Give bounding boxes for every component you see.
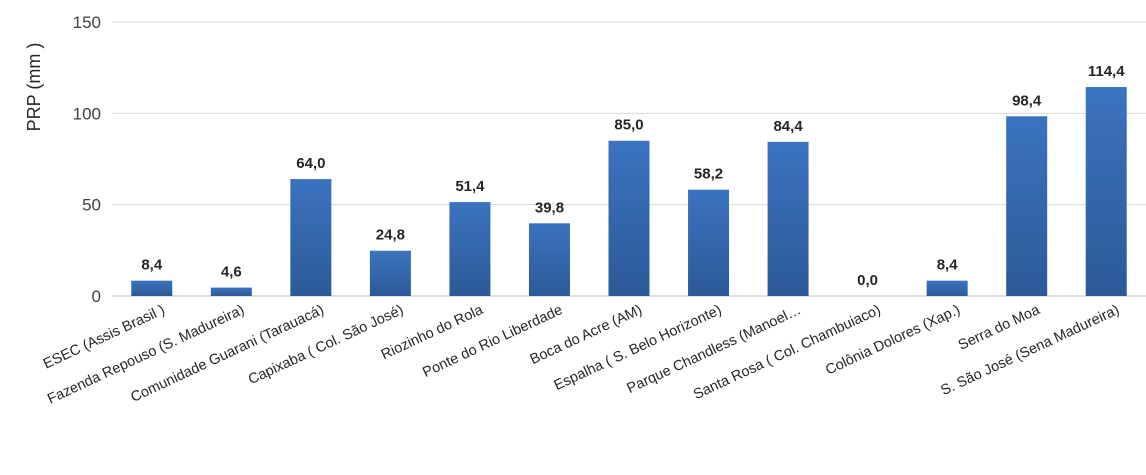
bar	[767, 141, 809, 296]
data-label: 85,0	[614, 117, 643, 134]
data-label: 64,0	[296, 155, 325, 172]
category-labels: ESEC (Assis Brasil )Fazenda Repouso (S. …	[41, 302, 1122, 408]
bar	[926, 280, 968, 296]
category-label: Colônia Dolores (Xap.)	[823, 302, 963, 378]
data-label: 8,4	[937, 257, 959, 274]
y-tick-label: 50	[82, 196, 101, 215]
data-label: 4,6	[221, 264, 242, 281]
data-label: 114,4	[1088, 63, 1125, 80]
data-label: 24,8	[376, 227, 405, 244]
bars	[131, 87, 1127, 297]
category-label: Capixaba ( Col. São José)	[246, 302, 406, 388]
data-label: 39,8	[535, 199, 564, 216]
data-label: 51,4	[455, 178, 485, 195]
data-label: 98,4	[1012, 92, 1042, 109]
y-tick-label: 100	[73, 104, 101, 123]
bar	[131, 280, 173, 296]
data-label: 8,4	[141, 257, 163, 274]
bar	[608, 140, 650, 296]
y-tick-label: 0	[92, 287, 101, 306]
bar	[688, 189, 730, 296]
bar	[1006, 116, 1048, 296]
y-axis-ticks: 0 50 100 150	[73, 13, 101, 306]
data-labels: 8,4 4,6 64,0 24,8 51,4 39,8 85,0 58,2 84,4 0,0 8,4…	[141, 63, 1125, 289]
category-label: Ponte do Rio Liberdade	[420, 302, 565, 381]
bar	[290, 179, 332, 296]
bar	[210, 287, 252, 296]
data-label: 0,0	[857, 272, 878, 289]
data-label: 58,2	[694, 166, 723, 183]
bar	[369, 250, 411, 296]
y-tick-label: 150	[73, 13, 101, 32]
bar	[528, 223, 570, 296]
bar	[449, 202, 491, 296]
data-label: 84,4	[773, 118, 803, 135]
bar	[1085, 87, 1127, 297]
y-axis-title: PRP (mm )	[24, 43, 44, 132]
